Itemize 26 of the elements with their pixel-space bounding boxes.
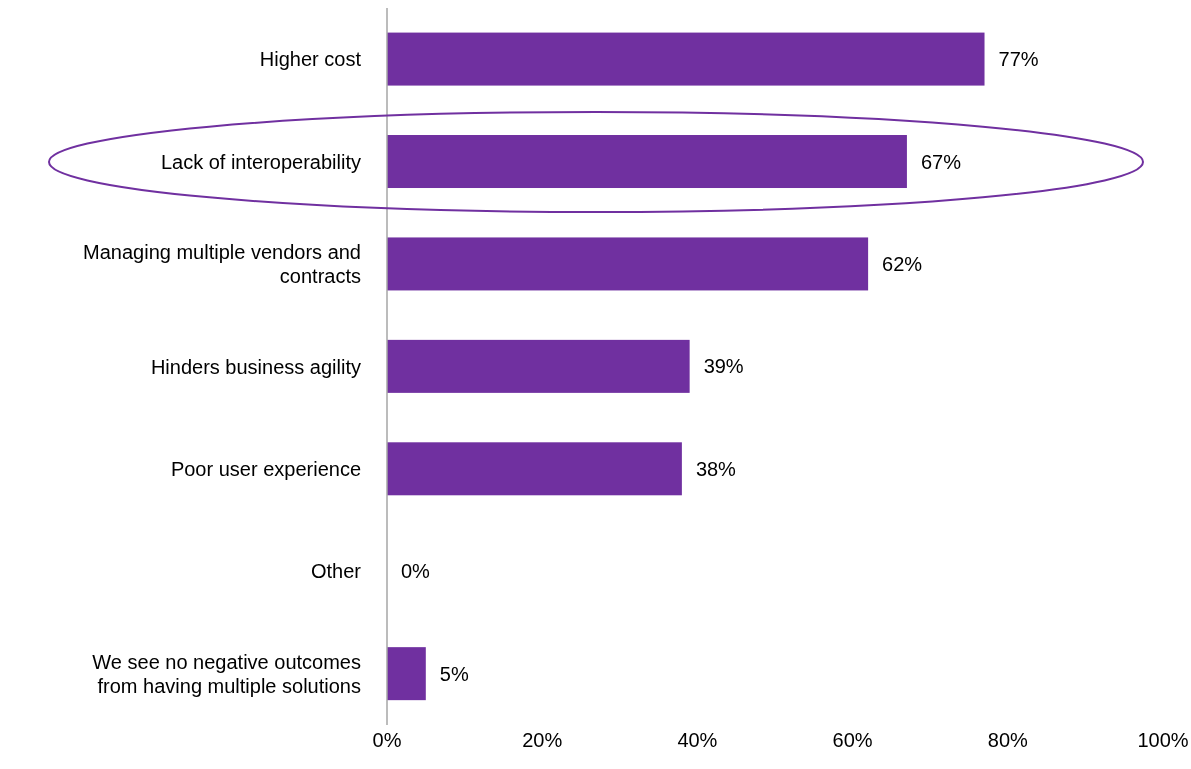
y-tick-label: Poor user experience (170, 457, 361, 480)
y-tick-label: Other (310, 560, 362, 583)
bar (387, 135, 907, 189)
y-tick-label: We see no negative outcomes from having multiple solutions (92, 650, 361, 697)
data-label: 5% (439, 662, 469, 685)
bar (387, 647, 426, 701)
bar (387, 442, 682, 496)
x-tick-label: 0% (372, 729, 402, 752)
data-label: 39% (703, 355, 744, 378)
y-tick-label: Higher cost (259, 48, 362, 71)
y-tick-label: Managing multiple vendors and contracts (83, 241, 361, 288)
x-tick-label: 40% (677, 729, 718, 752)
bar (387, 32, 985, 86)
data-label: 67% (920, 150, 962, 173)
x-tick-label: 100% (1137, 729, 1189, 752)
data-label: 0% (401, 560, 431, 583)
data-label: 62% (882, 252, 923, 275)
y-tick-label: Lack of interoperability (160, 150, 361, 173)
y-tick-label: Hinders business agility (150, 355, 361, 378)
bar (387, 237, 869, 291)
data-label: 77% (998, 48, 1039, 71)
data-label: 38% (695, 457, 737, 480)
x-tick-label: 80% (987, 729, 1029, 752)
bar (387, 339, 690, 393)
x-tick-label: 60% (832, 729, 873, 752)
x-tick-label: 20% (522, 729, 563, 752)
